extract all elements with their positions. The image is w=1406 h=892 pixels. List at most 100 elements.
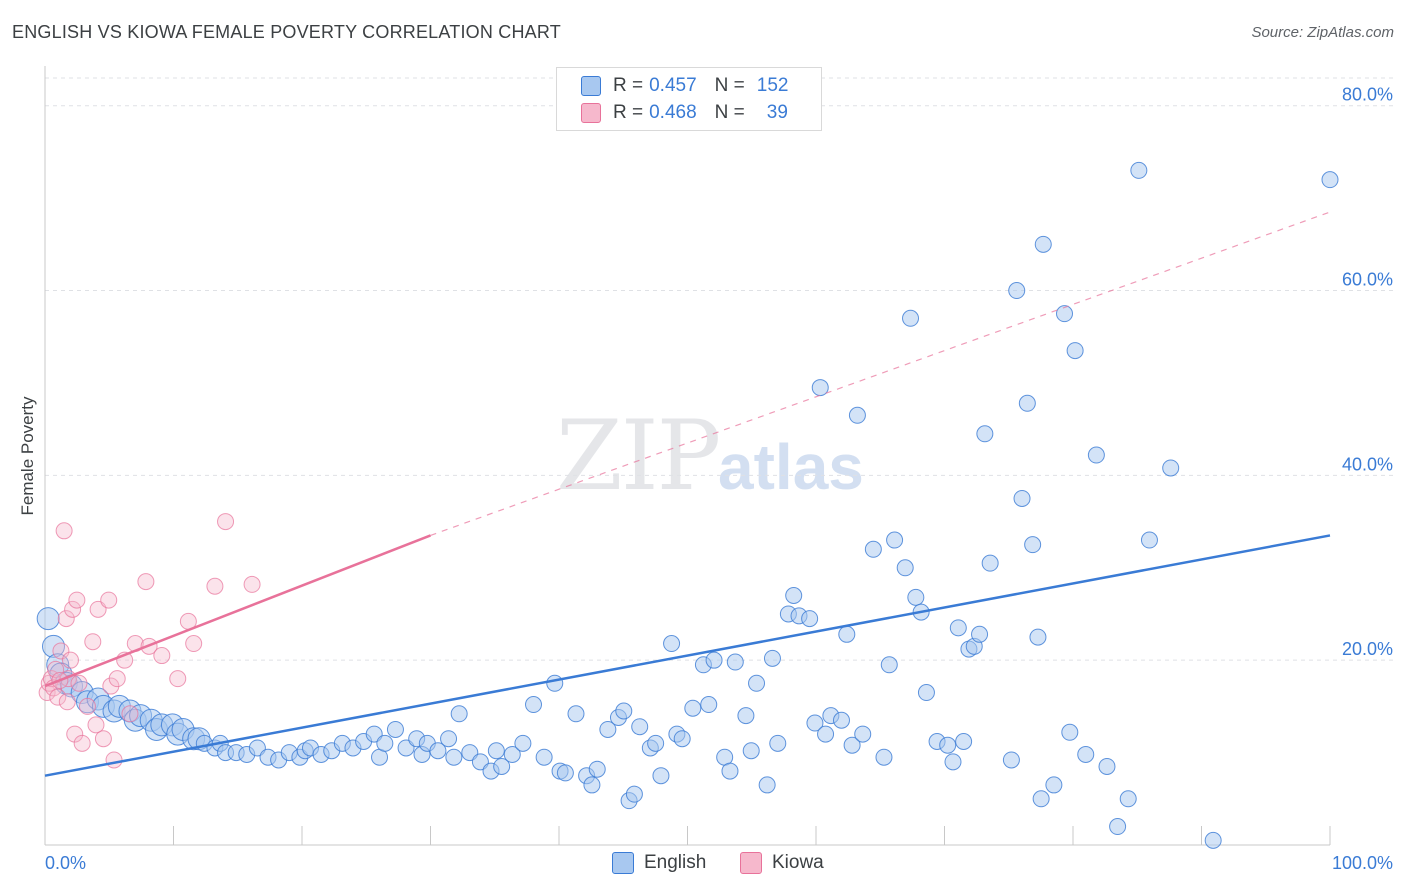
english-point xyxy=(785,586,803,604)
legend-row-english: R = 0.457 N = 152 xyxy=(557,73,788,99)
english-point xyxy=(673,730,691,748)
english-point xyxy=(737,707,755,725)
english-point xyxy=(705,651,723,669)
kiowa-point xyxy=(185,635,203,653)
english-point xyxy=(955,733,973,751)
english-point xyxy=(1008,282,1026,300)
english-point xyxy=(769,734,787,752)
english-point xyxy=(838,625,856,643)
english-point xyxy=(939,736,957,754)
english-point xyxy=(631,718,649,736)
english-point xyxy=(1013,489,1031,507)
legend-r-label: R = xyxy=(613,102,644,123)
watermark-zip: ZIP xyxy=(556,400,721,512)
y-tick-label: 80.0% xyxy=(1342,85,1393,105)
english-point xyxy=(902,309,920,327)
english-point xyxy=(748,674,766,692)
y-tick-label: 20.0% xyxy=(1342,639,1393,659)
legend-swatch-english xyxy=(581,76,601,96)
english-point xyxy=(440,730,458,748)
english-point xyxy=(726,653,744,671)
english-point xyxy=(817,725,835,743)
watermark-atlas: atlas xyxy=(718,431,864,503)
kiowa-point xyxy=(49,688,67,706)
english-point xyxy=(1162,459,1180,477)
english-point xyxy=(625,785,643,803)
english-point xyxy=(376,734,394,752)
english-point xyxy=(801,610,819,628)
x-tick-label: 0.0% xyxy=(45,853,86,873)
bottom-legend-english: English xyxy=(612,852,706,874)
legend-r-value: 0.457 xyxy=(649,75,697,96)
x-tick-label: 100.0% xyxy=(1332,853,1393,873)
kiowa-point xyxy=(206,577,224,595)
english-point xyxy=(981,554,999,572)
english-point xyxy=(806,714,824,732)
source-label: Source: ZipAtlas.com xyxy=(1251,24,1394,41)
kiowa-point xyxy=(55,522,73,540)
kiowa-point xyxy=(153,647,171,665)
chart-title: ENGLISH VS KIOWA FEMALE POVERTY CORRELAT… xyxy=(12,22,561,42)
legend-row-kiowa: R = 0.468 N = 39 xyxy=(557,100,788,126)
english-point xyxy=(615,702,633,720)
kiowa-point xyxy=(217,513,235,531)
legend-n-value: 152 xyxy=(756,75,789,96)
english-point xyxy=(1077,745,1095,763)
english-point xyxy=(652,767,670,785)
legend-n-label: N = xyxy=(714,75,745,96)
english-point xyxy=(1034,235,1052,253)
english-point xyxy=(1204,831,1222,849)
english-point xyxy=(525,696,543,714)
english-point xyxy=(880,656,898,674)
english-point xyxy=(742,742,760,760)
legend-swatch-kiowa xyxy=(581,103,601,123)
english-point xyxy=(1018,394,1036,412)
kiowa-point xyxy=(68,591,86,609)
english-point xyxy=(1056,305,1074,323)
english-point xyxy=(854,725,872,743)
kiowa-point xyxy=(61,651,79,669)
y-tick-label: 60.0% xyxy=(1342,270,1393,290)
kiowa-point xyxy=(100,591,118,609)
y-axis-label: Female Poverty xyxy=(18,396,37,516)
legend-n-value: 39 xyxy=(766,102,788,123)
bottom-legend-label-english: English xyxy=(644,852,707,873)
english-point xyxy=(758,776,776,794)
english-point xyxy=(907,588,925,606)
english-point xyxy=(445,748,463,766)
kiowa-point xyxy=(94,730,112,748)
kiowa-point xyxy=(73,734,91,752)
english-point xyxy=(1140,531,1158,549)
english-point xyxy=(886,531,904,549)
english-point xyxy=(1109,818,1127,836)
kiowa-point xyxy=(121,705,139,723)
english-point xyxy=(811,379,829,397)
english-point xyxy=(684,699,702,717)
bottom-legend-swatch-kiowa xyxy=(740,852,762,874)
english-point xyxy=(763,649,781,667)
kiowa-point xyxy=(108,670,126,688)
kiowa-point xyxy=(87,716,105,734)
english-point xyxy=(1119,790,1137,808)
english-point xyxy=(567,705,585,723)
legend: R = 0.457 N = 152 R = 0.468 N = 39 xyxy=(556,67,822,131)
bottom-legend-kiowa: Kiowa xyxy=(740,852,824,874)
english-point xyxy=(599,720,617,738)
english-point xyxy=(583,776,601,794)
english-point xyxy=(949,619,967,637)
english-point xyxy=(535,748,553,766)
kiowa-point xyxy=(84,633,102,651)
kiowa-trend-extension xyxy=(430,211,1331,536)
english-point xyxy=(1024,536,1042,554)
english-point xyxy=(848,406,866,424)
kiowa-point xyxy=(70,674,88,692)
kiowa-point xyxy=(58,693,76,711)
english-point xyxy=(875,748,893,766)
kiowa-point xyxy=(105,751,123,769)
english-point xyxy=(971,625,989,643)
kiowa-point xyxy=(57,610,75,628)
english-point xyxy=(1066,342,1084,360)
legend-r-value: 0.468 xyxy=(649,102,697,123)
english-point xyxy=(514,734,532,752)
english-point xyxy=(1087,446,1105,464)
